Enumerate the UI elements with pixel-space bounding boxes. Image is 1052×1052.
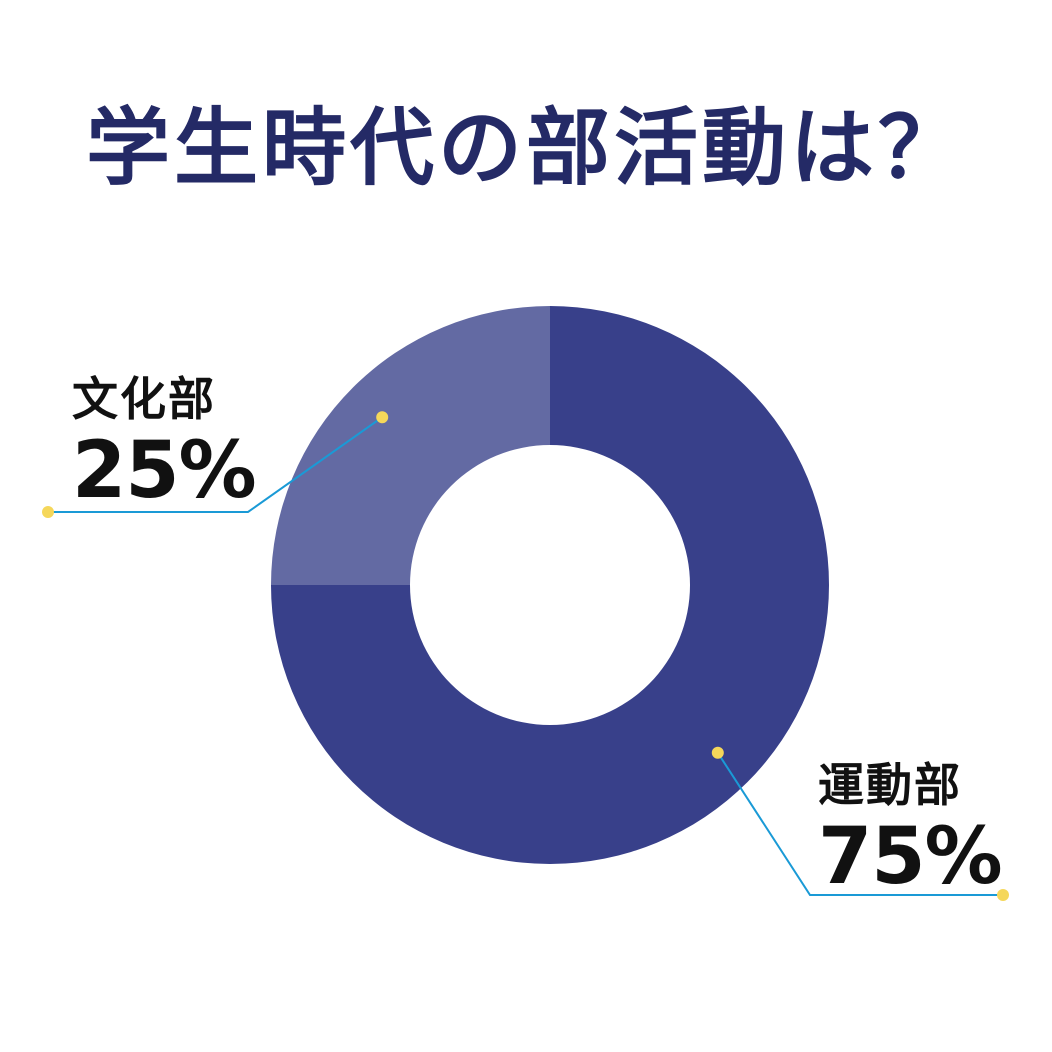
- chart-title: 学生時代の部活動は？: [85, 99, 966, 197]
- leader-dot-bunkabu-start: [376, 411, 389, 424]
- category-label-bunkabu: 文化部: [72, 372, 216, 426]
- slice-undoubu: [271, 306, 829, 864]
- label-undoubu: 運動部 75%: [818, 758, 1003, 902]
- slice-bunkabu: [271, 306, 550, 585]
- leader-line-undoubu: [716, 752, 1003, 896]
- value-label-undoubu: 75%: [818, 812, 1003, 902]
- label-bunkabu: 文化部 25%: [72, 372, 257, 516]
- value-label-bunkabu: 25%: [72, 426, 257, 516]
- category-label-undoubu: 運動部: [818, 758, 962, 812]
- leader-lines: [42, 411, 1009, 901]
- leader-dot-bunkabu-end: [42, 506, 54, 518]
- leader-dot-undoubu-end: [997, 889, 1009, 901]
- donut-slices: [271, 306, 829, 864]
- leader-dot-undoubu-start: [711, 746, 724, 759]
- leader-line-bunkabu: [48, 416, 383, 513]
